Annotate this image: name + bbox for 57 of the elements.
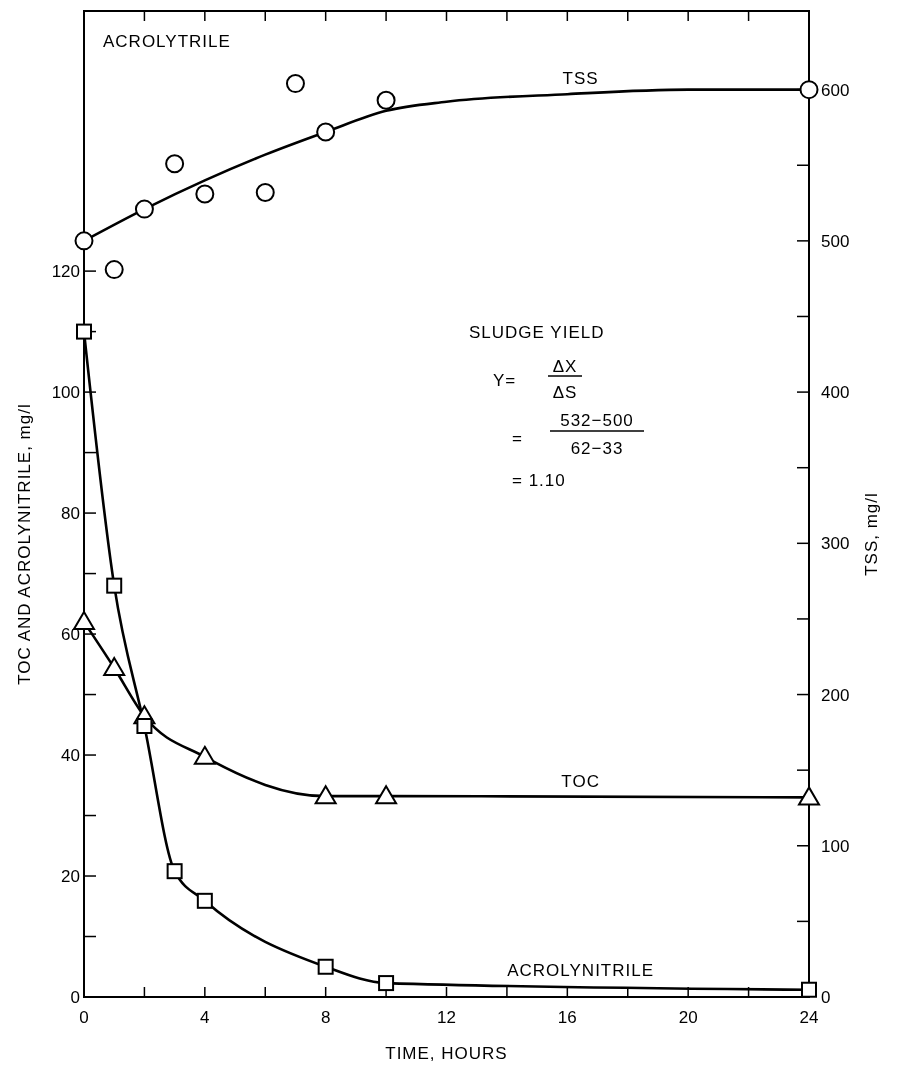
y-axis-title: TOC AND ACROLYNITRILE, mg/l [15,403,34,685]
point [799,80,819,100]
x-tick-label: 24 [799,1008,819,1027]
y2-tick-label: 100 [821,836,850,856]
point [798,786,820,806]
series-label: ACROLYNITRILE [507,961,655,981]
annotation: Y= [493,371,517,390]
point [196,892,213,909]
annotation: 532−500 [560,411,634,430]
y2-tick-label: 300 [821,534,850,554]
point [193,745,216,765]
y-tick-label: 120 [51,262,80,282]
point [255,182,275,202]
text: ACROLYTRILE [103,32,231,51]
annotation: ΔS [552,383,578,402]
annotation: ΔX [552,357,578,376]
x-tick-label: 12 [437,1008,456,1027]
point [285,74,305,94]
point [74,231,94,251]
series-label: TOC [561,771,600,791]
point [103,656,126,676]
y-tick-label: 0 [70,988,80,1007]
annotation: SLUDGE YIELD [469,323,605,342]
x-tick-label: 4 [200,1008,210,1027]
y2-tick-label: 400 [821,383,850,403]
point [136,718,153,734]
y-tick-label: 20 [61,867,80,887]
point [73,610,95,630]
x-axis-title: TIME, HOURS [385,1044,508,1063]
point [801,981,817,998]
x-tick-label: 16 [557,1008,577,1027]
x-tick-label: 8 [320,1008,331,1027]
annotation: = 1.10 [512,471,566,490]
y2-tick-label: 0 [821,988,831,1007]
point [375,785,398,805]
point [378,975,395,992]
point [106,577,123,594]
point [317,958,334,975]
annotation: 62−33 [570,439,624,458]
series-label: TSS [562,68,599,88]
point [104,260,124,280]
point [166,863,183,880]
y2-tick-label: 600 [821,80,850,100]
y-tick-label: 100 [51,383,80,403]
x-tick-label: 20 [678,1008,698,1027]
point [195,184,215,204]
y2-tick-label: 500 [821,231,850,251]
annotation: = [512,429,523,448]
point [165,154,185,174]
y-tick-label: 40 [61,746,80,766]
point [134,199,154,219]
point [314,785,337,805]
point [376,90,396,110]
point [316,122,336,142]
y-tick-label: 80 [61,504,80,524]
y2-tick-label: 200 [821,685,850,705]
y2-axis-title: TSS, mg/l [862,492,881,576]
